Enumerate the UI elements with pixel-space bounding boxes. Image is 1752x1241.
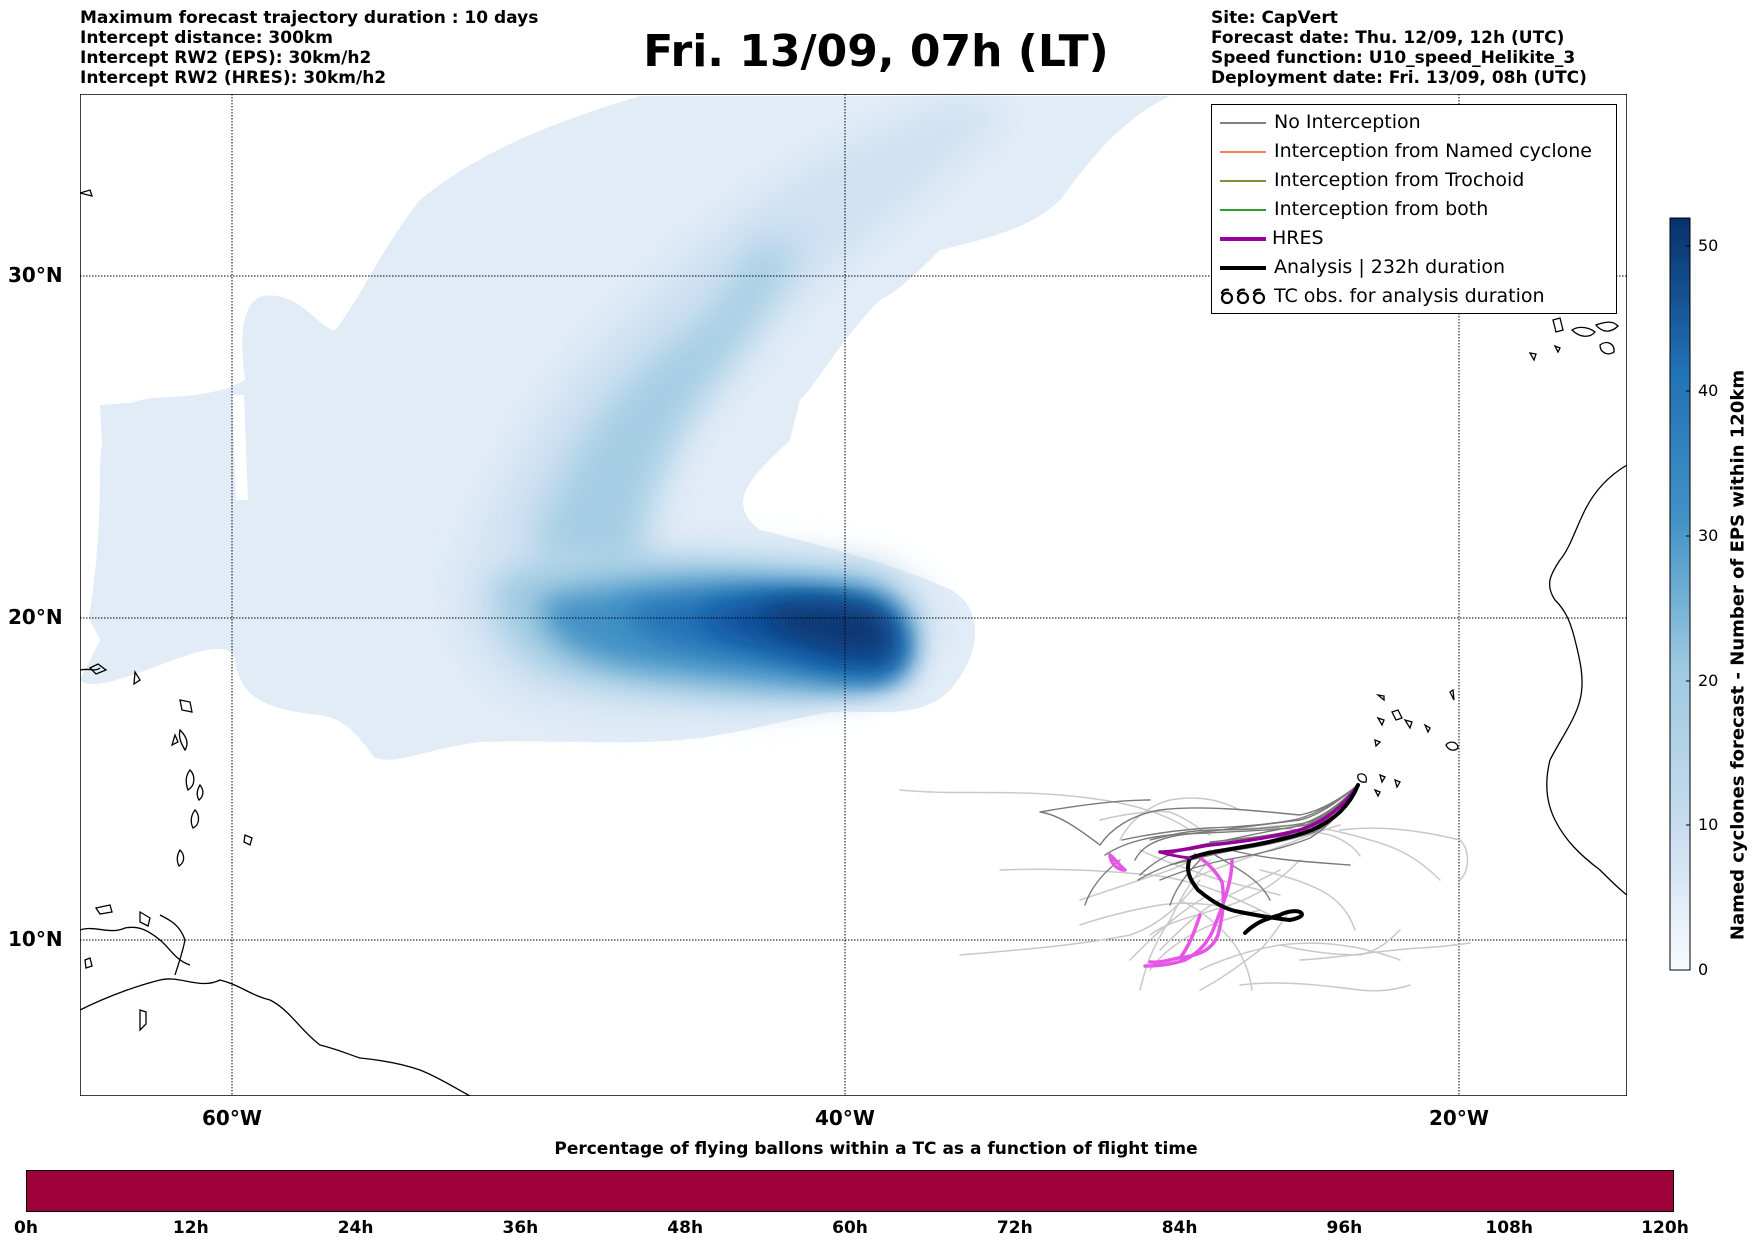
percentage-bar-tick-label: 120h (1641, 1218, 1689, 1238)
percentage-bar (26, 1170, 1674, 1212)
legend-label: Interception from Named cyclone (1274, 140, 1592, 162)
header-left-line: Intercept distance: 300km (80, 28, 333, 48)
legend-swatch (1220, 151, 1266, 153)
lat-label-10n: 10°N (8, 927, 63, 951)
percentage-bar-tick-label: 72h (996, 1218, 1033, 1238)
map-legend: No Interception Interception from Named … (1211, 104, 1617, 314)
legend-item-trochoid: Interception from Trochoid (1212, 166, 1616, 195)
legend-swatch (1220, 237, 1266, 241)
percentage-bar-tick-label: 84h (1161, 1218, 1198, 1238)
map-area (80, 94, 1627, 1096)
cyclone-density-field (80, 96, 1170, 760)
legend-label: Analysis | 232h duration (1274, 256, 1506, 278)
page-title: Fri. 13/09, 07h (LT) (643, 26, 1109, 77)
header-left-line: Maximum forecast trajectory duration : 1… (80, 8, 539, 28)
header-right-line: Speed function: U10_speed_Helikite_3 (1211, 48, 1576, 68)
percentage-bar-tick-label: 12h (172, 1218, 209, 1238)
hres-trajectory (1158, 783, 1360, 854)
legend-item-both: Interception from both (1212, 195, 1616, 224)
header-left-line: Intercept RW2 (HRES): 30km/h2 (80, 68, 387, 88)
header-right-line: Forecast date: Thu. 12/09, 12h (UTC) (1211, 28, 1565, 48)
percentage-bar-tick-label: 0h (14, 1218, 38, 1238)
legend-label: HRES (1272, 227, 1324, 249)
lon-label-20w: 20°W (1429, 1106, 1489, 1130)
legend-label: TC obs. for analysis duration (1274, 285, 1545, 307)
header-right-line: Deployment date: Fri. 13/09, 08h (UTC) (1211, 68, 1587, 88)
colorbar-tick-label: 0 (1698, 960, 1709, 979)
percentage-bar-tick-label: 36h (502, 1218, 539, 1238)
cyclone-symbols-icon (1220, 288, 1266, 305)
colorbar-tick-label: 30 (1698, 526, 1719, 545)
percentage-bar-tick-label: 48h (667, 1218, 704, 1238)
header-left-line: Intercept RW2 (EPS): 30km/h2 (80, 48, 372, 68)
header-right-line: Site: CapVert (1211, 8, 1338, 28)
legend-swatch (1220, 180, 1266, 182)
header-right: Site: CapVert Forecast date: Thu. 12/09,… (1211, 8, 1587, 88)
trajectories (899, 783, 1471, 992)
percentage-bar-title: Percentage of flying ballons within a TC… (554, 1139, 1198, 1159)
colorbar-gradient (1669, 217, 1691, 971)
colorbar-tick-label: 20 (1698, 671, 1719, 690)
legend-item-no-interception: No Interception (1212, 108, 1616, 137)
colorbar-tick-label: 50 (1698, 236, 1719, 255)
map-grid (80, 94, 1627, 1096)
legend-item-hres: HRES (1212, 224, 1616, 253)
colorbar-tick-label: 40 (1698, 381, 1719, 400)
lat-label-30n: 30°N (8, 263, 63, 287)
percentage-bar-tick-label: 24h (337, 1218, 374, 1238)
lon-label-60w: 60°W (202, 1106, 262, 1130)
colorbar (1669, 217, 1691, 971)
coastlines (80, 189, 1627, 1096)
legend-item-named-cyclone: Interception from Named cyclone (1212, 137, 1616, 166)
analysis-trajectory (1186, 783, 1360, 935)
legend-item-tc-obs: TC obs. for analysis duration (1212, 282, 1616, 311)
legend-swatch (1220, 209, 1266, 211)
colorbar-title: Named cyclones forecast - Number of EPS … (1727, 369, 1749, 941)
lon-label-40w: 40°W (815, 1106, 875, 1130)
legend-label: Interception from both (1274, 198, 1489, 220)
legend-label: No Interception (1274, 111, 1421, 133)
percentage-bar-tick-label: 108h (1485, 1218, 1533, 1238)
header-left: Maximum forecast trajectory duration : 1… (80, 8, 538, 88)
legend-swatch (1220, 122, 1266, 124)
lat-label-20n: 20°N (8, 605, 63, 629)
legend-label: Interception from Trochoid (1274, 169, 1525, 191)
percentage-bar-tick-label: 96h (1326, 1218, 1363, 1238)
colorbar-tick-label: 10 (1698, 815, 1719, 834)
legend-swatch (1220, 266, 1266, 270)
percentage-bar-tick-label: 60h (832, 1218, 868, 1238)
legend-item-analysis: Analysis | 232h duration (1212, 253, 1616, 282)
